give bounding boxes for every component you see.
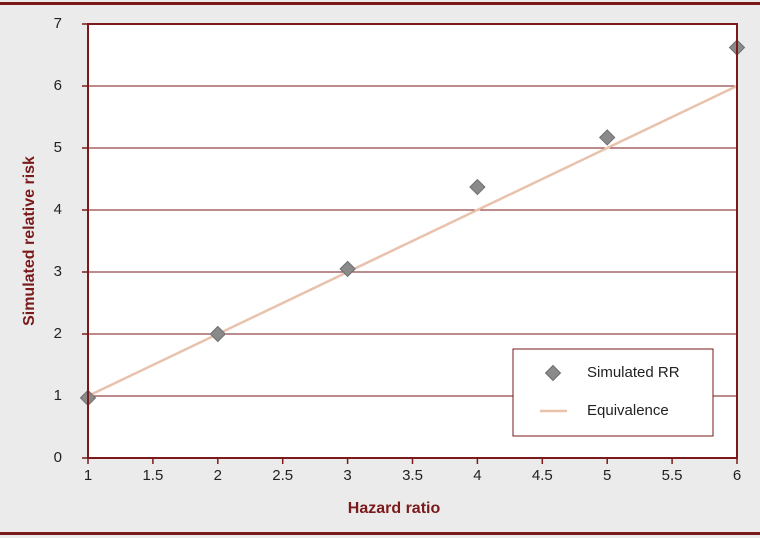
x-tick-label: 2 <box>214 467 222 484</box>
diamond-marker <box>339 260 356 278</box>
legend: Simulated RR Equivalence <box>512 348 714 437</box>
y-tick-label: 4 <box>54 201 62 218</box>
x-tick-label: 2.5 <box>272 467 293 484</box>
y-tick-label: 7 <box>54 15 62 32</box>
legend-label: Simulated RR <box>587 364 680 381</box>
y-tick-label: 3 <box>54 263 62 280</box>
diamond-marker <box>544 364 562 382</box>
x-tick-label: 4.5 <box>532 467 553 484</box>
x-tick-label: 4 <box>473 467 481 484</box>
x-tick-label: 3 <box>343 467 351 484</box>
y-tick-label: 1 <box>54 387 62 404</box>
equivalence-line <box>87 84 738 398</box>
diamond-marker <box>598 129 616 146</box>
y-tick-label: 5 <box>54 139 62 156</box>
top-rule <box>0 2 760 5</box>
marks <box>79 39 746 407</box>
diamond-marker <box>209 325 227 343</box>
legend-box <box>512 348 714 437</box>
y-tick-label: 0 <box>54 449 62 466</box>
x-axis-title: Hazard ratio <box>348 500 441 517</box>
x-tick-label: 1.5 <box>142 467 163 484</box>
x-tick-label: 1 <box>84 467 92 484</box>
bottom-rule <box>0 532 760 535</box>
x-tick-label: 3.5 <box>402 467 423 484</box>
x-tick-label: 5 <box>603 467 611 484</box>
diamond-marker <box>469 178 486 196</box>
legend-label: Equivalence <box>587 402 669 419</box>
y-tick-label: 6 <box>54 77 62 94</box>
plot-border <box>87 23 738 459</box>
y-tick-label: 2 <box>54 325 62 342</box>
x-tick-label: 6 <box>733 467 741 484</box>
y-axis-title: Simulated relative risk <box>21 156 38 326</box>
x-tick-label: 5.5 <box>662 467 683 484</box>
